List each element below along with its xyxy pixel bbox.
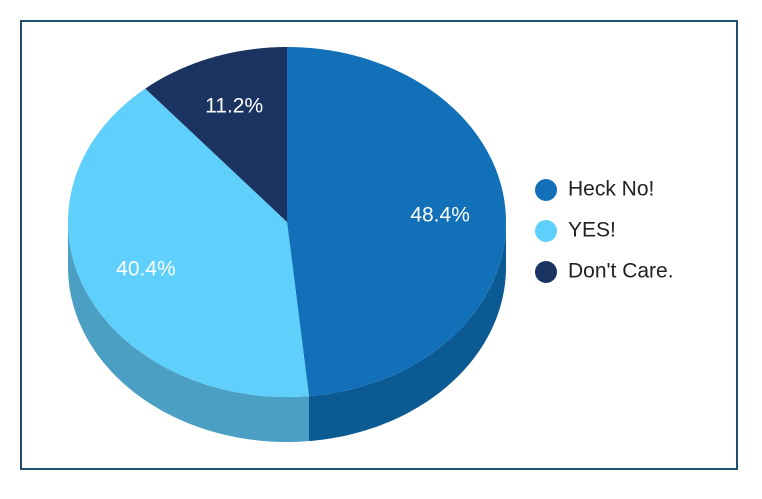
legend-label: Heck No! bbox=[568, 178, 654, 201]
pie-slice bbox=[287, 47, 506, 397]
legend-swatch bbox=[535, 220, 557, 242]
legend-swatch bbox=[535, 261, 557, 283]
data-label: 48.4% bbox=[410, 203, 470, 226]
data-label: 11.2% bbox=[205, 95, 263, 118]
pie-slice bbox=[145, 47, 287, 222]
pie-side bbox=[68, 222, 309, 442]
legend-label: YES! bbox=[568, 219, 616, 242]
data-label: 40.4% bbox=[116, 257, 176, 280]
legend-label: Don't Care. bbox=[568, 260, 674, 283]
pie-side bbox=[308, 222, 506, 442]
pie-slice bbox=[68, 88, 309, 397]
legend-swatch bbox=[535, 179, 557, 201]
